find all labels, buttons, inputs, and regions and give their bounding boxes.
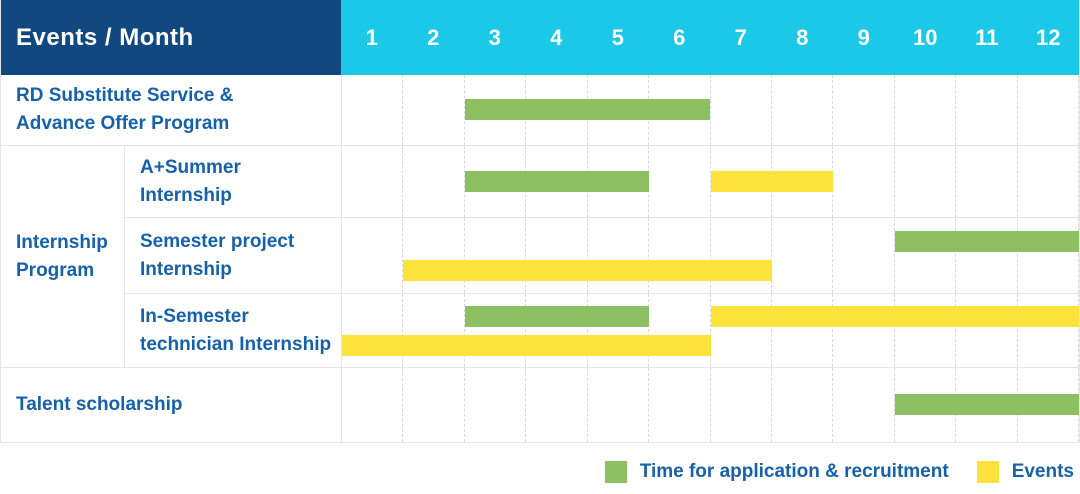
month-gridline [1018,146,1080,217]
month-gridline [711,294,772,367]
month-gridline [895,294,957,367]
month-tick: 6 [673,24,686,50]
month-gridline [956,294,1018,367]
gantt-row-chart-in-semester-technician [341,294,1080,368]
gantt-bar-event [342,334,711,356]
month-gridline [1018,75,1080,145]
month-gridline [465,218,527,293]
month-gridline [526,218,588,293]
month-tick: 5 [611,24,624,50]
month-gridline [711,368,772,442]
application-color-swatch [604,461,627,483]
month-gridline [956,146,1018,217]
gantt-bar-application [464,305,650,327]
gantt-row-chart-a-plus-summer [341,146,1080,218]
row-label-rd-substitute: RD Substitute Service & Advance Offer Pr… [1,75,341,146]
month-gridline [649,218,711,293]
gantt-row-chart-semester-project [341,218,1080,294]
month-tick: 10 [913,24,938,50]
corner-header-label: Events / Month [16,23,194,51]
month-gridline [526,294,588,367]
gantt-bar-application [464,170,650,192]
group-label-internship-program: Internship Program [1,146,125,368]
month-gridline [342,294,404,367]
month-gridline [833,218,895,293]
month-gridline [342,368,404,442]
gantt-bar-event [403,259,772,281]
corner-header-cell: Events / Month [1,0,341,75]
month-gridline [1018,294,1080,367]
month-header-row: 1 2 3 4 5 6 7 8 9 10 11 12 [341,0,1079,75]
month-gridline [895,218,957,293]
month-gridline [342,146,404,217]
month-gridline [1018,218,1080,293]
month-gridline [588,368,650,442]
month-gridline [465,294,527,367]
month-gridline [772,368,834,442]
month-tick: 3 [488,24,501,50]
month-tick: 12 [1036,24,1061,50]
gantt-bar-event [710,305,1079,327]
month-gridline [649,368,711,442]
month-gridline [588,218,650,293]
month-gridline [649,294,711,367]
month-gridline [772,75,834,145]
month-gridline [588,294,650,367]
row-label-in-semester-technician: In-Semester technician Internship [125,294,341,368]
gantt-bar-application [894,394,1079,415]
row-label-semester-project: Semester project Internship [125,218,341,294]
month-gridline [342,75,404,145]
gantt-row-chart-rd-substitute [341,75,1080,146]
legend-label-application: Time for application & recruitment [639,461,949,482]
month-gridline [833,75,895,145]
month-gridline [833,146,895,217]
month-gridline [403,218,465,293]
month-gridline [956,75,1018,145]
gantt-bar-application [894,230,1079,252]
legend: Time for application & recruitment Event… [0,457,1080,487]
legend-item-events: Events [976,461,1074,483]
month-tick: 11 [975,24,999,50]
month-gridline [711,75,772,145]
month-gridline [403,146,465,217]
legend-label-events: Events [1011,461,1074,482]
month-gridline [895,75,957,145]
month-tick: 1 [365,24,378,50]
month-gridline [403,294,465,367]
gantt-bar-event [710,170,834,192]
row-label-a-plus-summer: A+Summer Internship [125,146,341,218]
legend-item-application: Time for application & recruitment [604,461,949,483]
gantt-row-chart-talent-scholarship [341,368,1080,443]
gantt-table: Events / Month 1 2 3 4 5 6 7 8 9 10 11 12 RD Substi… [0,0,1080,443]
month-gridline [649,146,711,217]
events-color-swatch [976,461,999,483]
month-gridline [711,218,772,293]
month-gridline [833,294,895,367]
month-gridline [403,75,465,145]
month-tick: 9 [857,24,870,50]
month-gridline [772,294,834,367]
month-gridline [403,368,465,442]
month-gridline [772,218,834,293]
month-gridline [342,218,404,293]
month-tick: 2 [427,24,440,50]
row-label-talent-scholarship: Talent scholarship [1,368,341,443]
month-gridline [526,368,588,442]
month-tick: 8 [796,24,809,50]
month-gridline [956,218,1018,293]
month-tick: 4 [550,24,563,50]
month-gridline [833,368,895,442]
month-gridline [465,368,527,442]
gantt-bar-application [464,99,711,120]
month-tick: 7 [734,24,747,50]
month-gridline [895,146,957,217]
